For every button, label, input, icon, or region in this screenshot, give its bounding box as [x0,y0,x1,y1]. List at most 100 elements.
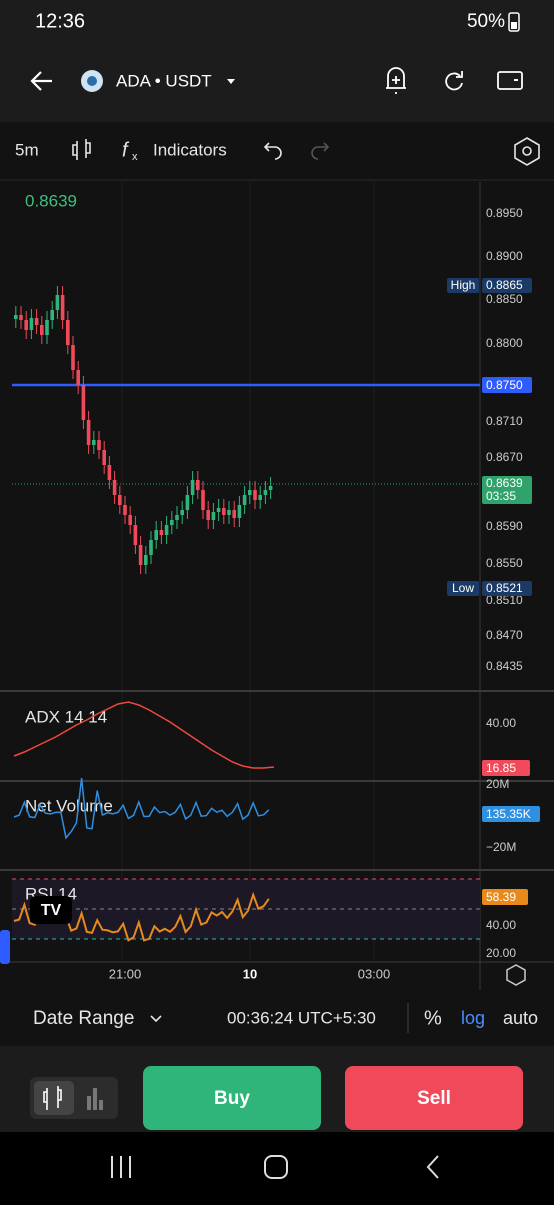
nav-bar [0,1132,554,1200]
candle-body [268,486,273,490]
price-tick: 0.8950 [486,206,523,220]
candle-body [40,325,44,335]
chart-type-button[interactable] [72,139,91,160]
axis-settings[interactable] [506,964,526,986]
net-volume-value: 135.35K [486,807,531,821]
refresh-button[interactable] [445,71,463,91]
nav-home[interactable] [264,1155,288,1179]
low-tag [447,581,479,596]
percent-toggle[interactable]: % [424,1007,442,1029]
side-handle[interactable] [0,930,10,964]
time-label: 03:00 [358,966,391,981]
candle-body [196,480,200,490]
nav-back[interactable] [426,1155,439,1179]
candle-body [14,315,18,319]
indicators-button[interactable]: Indicators [153,140,227,159]
time-label: 21:00 [109,966,142,981]
current-price: 0.8639 [486,476,523,490]
pair-title[interactable]: ADA • USDT [116,71,212,90]
adx-line [13,701,275,769]
rsi-value-box [482,889,528,905]
candle-body [97,440,101,450]
candle-body [185,495,190,510]
candle-body [201,490,205,510]
candle-body [29,318,34,330]
candle-body [258,495,262,500]
tv-logo [30,896,72,924]
fx-icon[interactable]: f [122,139,130,161]
rsi-tick: 40.00 [486,918,516,932]
price-ticks: 0.8950 0.8900 0.8850 0.8800 0.8710 0.8670 0.85… [486,206,523,673]
candle-body [102,450,106,465]
sell-button[interactable] [345,1066,523,1130]
line-value: 0.8750 [486,378,523,392]
candle-body [180,510,184,515]
settings-button[interactable] [514,137,540,166]
adx-value: 16.85 [486,761,516,775]
net-volume-box [482,806,540,822]
interval[interactable]: 5m [15,140,39,159]
adx-tick: 40.00 [486,716,516,730]
log-toggle[interactable]: log [461,1008,485,1028]
alert-button[interactable] [386,67,406,94]
candle-body [86,420,91,445]
candle-body [216,508,221,512]
undo-button[interactable] [263,142,282,160]
candle-body [123,505,127,515]
net-volume-line [13,778,270,840]
price-tick: 0.8590 [486,519,523,533]
depth-view-icon [87,1088,103,1110]
candle-body [138,545,143,565]
price-tick: 0.8710 [486,414,523,428]
view-toggle-active [34,1081,74,1115]
sell-label: Sell [417,1088,451,1109]
candle-body [55,295,60,310]
candles [14,286,273,574]
coin-icon-inner [87,76,97,86]
candle-body [24,320,28,330]
battery-fill [511,22,517,29]
tv-logo-text: TV [41,902,62,919]
battery-icon [508,12,520,32]
net-volume-title: Net Volume [25,796,113,815]
candle-body [118,495,122,505]
pair-dropdown[interactable] [227,79,235,84]
fx-icon-sub: x [132,151,138,163]
redo-button[interactable] [311,142,330,160]
wallet-button[interactable] [497,71,523,90]
adx-title: ADX 14 14 [25,707,107,726]
net-volume-bottom: −20M [486,840,516,854]
line-value-box [482,377,532,393]
candle-body [248,490,252,495]
nav-recent[interactable] [111,1156,131,1178]
status-battery: 50% [467,11,505,32]
candle-body [159,530,164,535]
candle-body [232,510,236,518]
candle-body [92,440,96,445]
price-tick: 0.8800 [486,336,523,350]
candle-body [149,540,153,555]
buy-button[interactable] [143,1066,321,1130]
status-time: 12:36 [35,10,85,32]
back-button[interactable] [30,71,52,91]
price-tick: 0.8550 [486,556,523,570]
rsi-value: 58.39 [486,890,516,904]
candle-body [112,480,117,495]
candle-body [66,320,70,345]
auto-toggle[interactable]: auto [503,1008,538,1028]
date-range[interactable]: Date Range [33,1008,134,1029]
candle-body [71,345,75,370]
high-value-box [482,278,532,293]
candle-body [60,295,65,320]
date-range-caret [150,1015,162,1023]
candle-body [76,370,80,385]
candle-body [34,318,39,325]
price-tick: 0.8435 [486,659,523,673]
buy-label: Buy [214,1088,250,1109]
price-tick: 0.8470 [486,628,523,642]
rsi-tick: 20.00 [486,946,516,960]
candle-body [222,508,226,515]
clock: 00:36:24 UTC+5:30 [227,1008,376,1027]
